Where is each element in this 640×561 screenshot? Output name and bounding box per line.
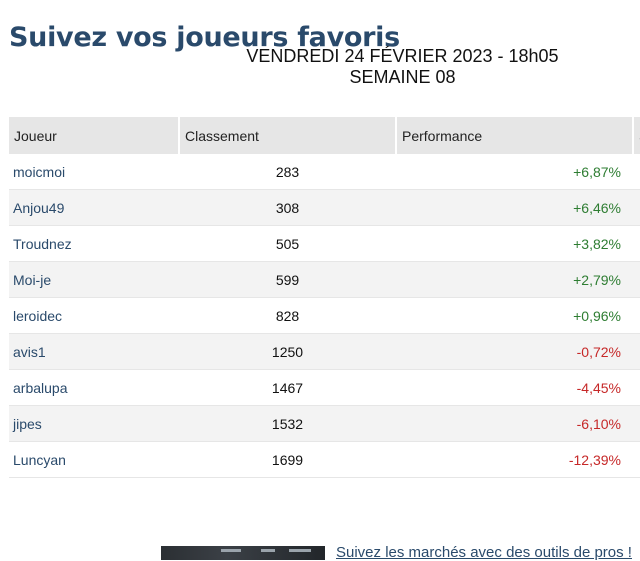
player-cell: Troudnez [9,225,179,262]
player-link[interactable]: Moi-je [13,271,52,288]
player-link[interactable]: Luncyan [13,451,66,468]
rank-cell: 308 [179,189,396,226]
player-link[interactable]: jipes [13,415,42,432]
player-cell: avis1 [9,333,179,370]
table-row[interactable]: jipes 1532 -6,10% [9,405,640,442]
player-link[interactable]: avis1 [13,343,46,360]
table-row[interactable]: arbalupa 1467 -4,45% [9,369,640,406]
promo-link[interactable]: Suivez les marchés avec des outils de pr… [336,544,632,561]
performance-cell: +6,46% [396,189,633,226]
promo-image[interactable] [161,546,325,560]
page-title: Suivez vos joueurs favoris [9,22,400,53]
rank-cell: 1250 [179,333,396,370]
extra-cell [633,225,640,262]
player-cell: jipes [9,405,179,442]
rank-cell: 599 [179,261,396,298]
column-header-rank[interactable]: Classement [179,117,397,154]
player-cell: leroidec [9,297,179,334]
players-table-container: Joueur Classement Performance S moicmoi 2… [9,117,640,478]
column-header-player[interactable]: Joueur [9,117,180,154]
performance-cell: +6,87% [396,154,633,190]
week-line: SEMAINE 08 [349,67,456,87]
player-link[interactable]: leroidec [13,307,63,324]
performance-cell: +2,79% [396,261,633,298]
performance-cell: +3,82% [396,225,633,262]
extra-cell [633,297,640,334]
performance-cell: -12,39% [396,441,633,478]
performance-cell: -4,45% [396,369,633,406]
rank-cell: 1532 [179,405,396,442]
players-table: Joueur Classement Performance S moicmoi 2… [9,117,640,478]
extra-cell [633,189,640,226]
extra-cell [633,333,640,370]
rank-cell: 505 [179,225,396,262]
rank-cell: 1699 [179,441,396,478]
rank-cell: 283 [179,154,396,190]
table-header-row: Joueur Classement Performance S [9,117,640,154]
date-header: VENDREDI 24 FÉVRIER 2023 - 18h05 SEMAINE… [230,46,575,88]
extra-cell [633,154,640,190]
performance-cell: +0,96% [396,297,633,334]
rank-cell: 1467 [179,369,396,406]
date-line: VENDREDI 24 FÉVRIER 2023 - 18h05 [246,46,559,66]
player-link[interactable]: Anjou49 [13,199,65,216]
player-link[interactable]: Troudnez [13,235,72,252]
table-row[interactable]: moicmoi 283 +6,87% [9,154,640,190]
table-row[interactable]: Troudnez 505 +3,82% [9,225,640,262]
extra-cell [633,441,640,478]
extra-cell [633,261,640,298]
player-link[interactable]: arbalupa [13,379,68,396]
rank-cell: 828 [179,297,396,334]
player-cell: Anjou49 [9,189,179,226]
column-header-performance[interactable]: Performance [396,117,634,154]
table-row[interactable]: avis1 1250 -0,72% [9,333,640,370]
extra-cell [633,405,640,442]
performance-cell: -0,72% [396,333,633,370]
column-header-extra[interactable]: S [633,117,640,154]
extra-cell [633,369,640,406]
player-cell: Luncyan [9,441,179,478]
player-cell: Moi-je [9,261,179,298]
table-row[interactable]: Luncyan 1699 -12,39% [9,441,640,478]
performance-cell: -6,10% [396,405,633,442]
table-row[interactable]: leroidec 828 +0,96% [9,297,640,334]
player-cell: arbalupa [9,369,179,406]
table-row[interactable]: Moi-je 599 +2,79% [9,261,640,298]
player-link[interactable]: moicmoi [13,163,66,180]
player-cell: moicmoi [9,154,179,190]
table-row[interactable]: Anjou49 308 +6,46% [9,189,640,226]
